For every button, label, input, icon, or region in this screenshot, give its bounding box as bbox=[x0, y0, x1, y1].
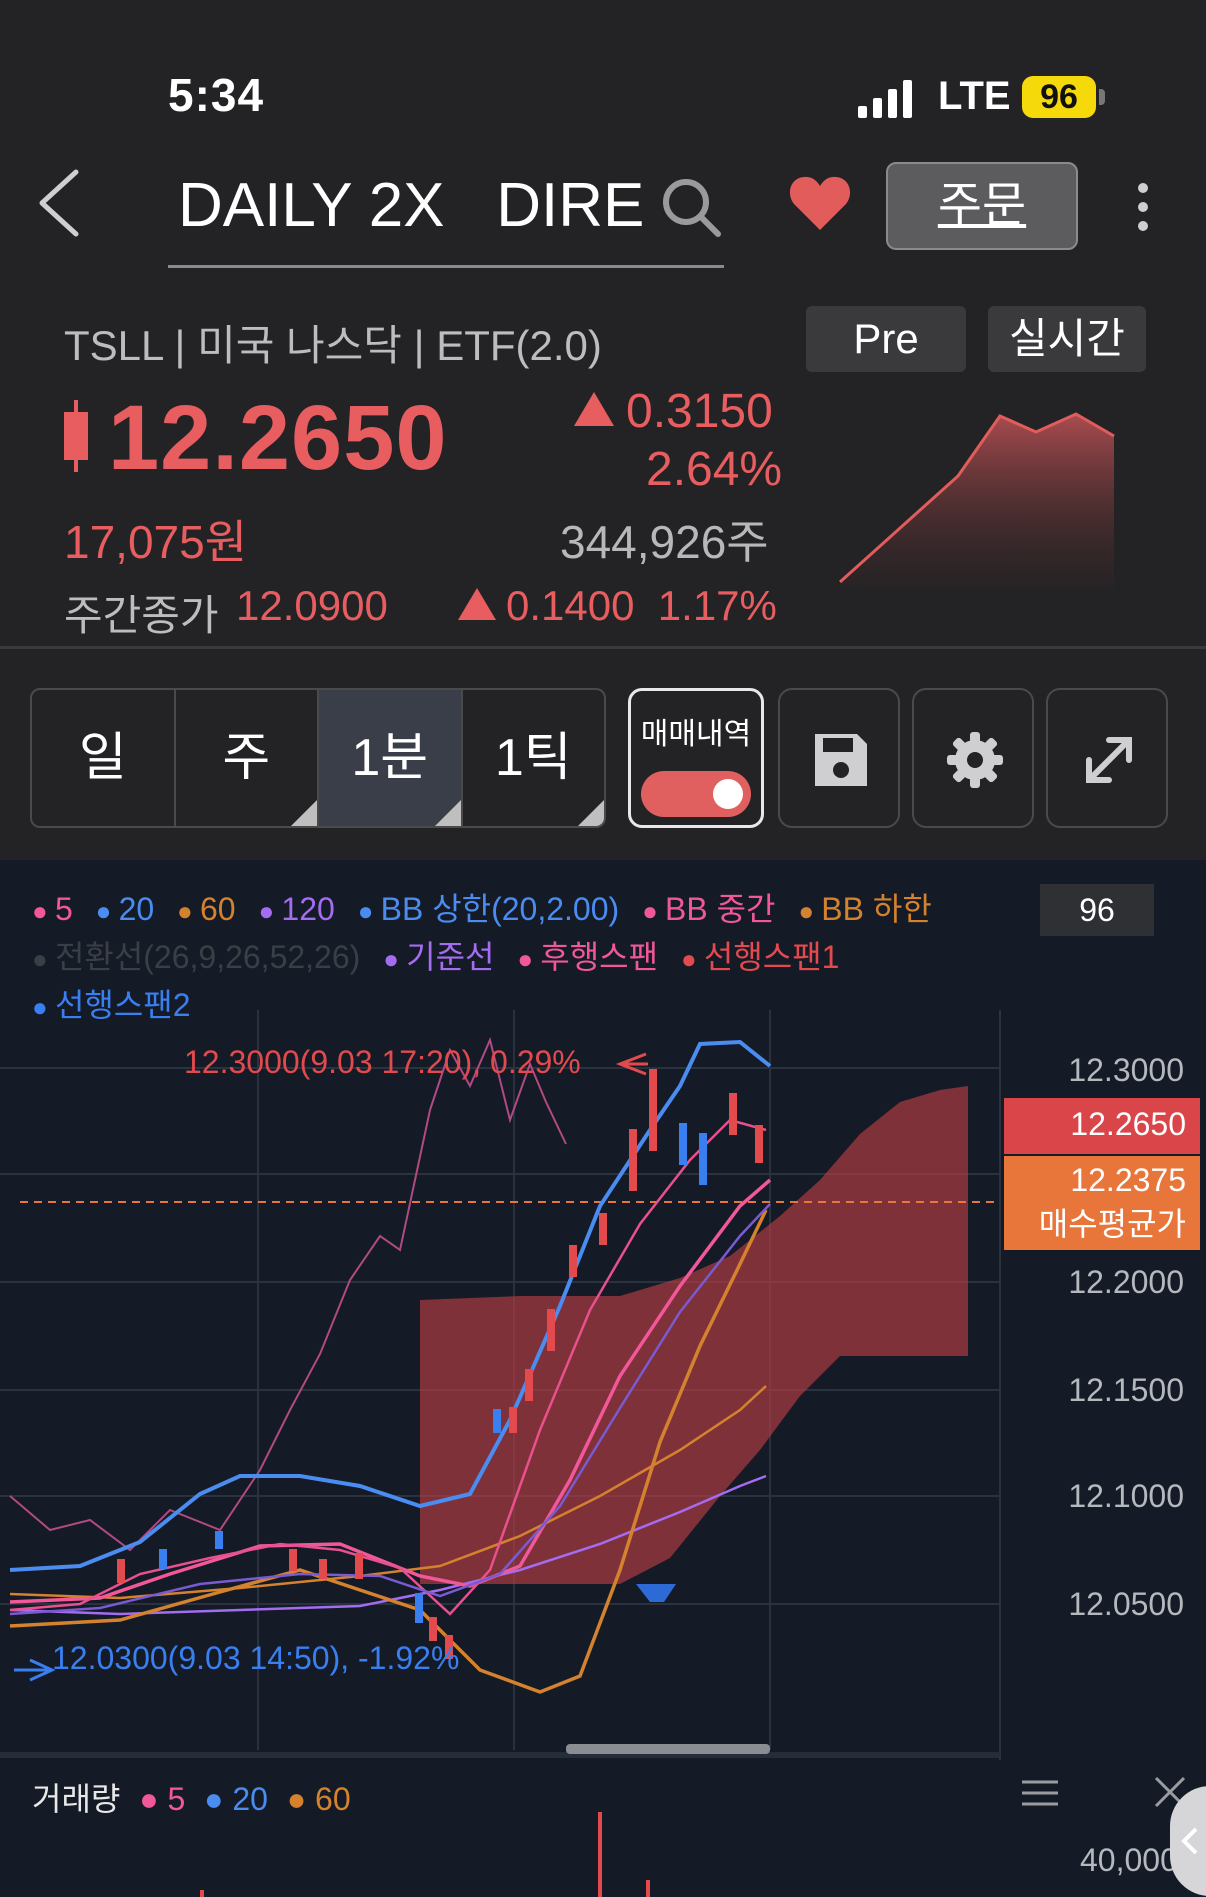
save-button[interactable] bbox=[778, 688, 900, 828]
menu-icon[interactable] bbox=[1020, 1778, 1060, 1808]
toggle-knob bbox=[713, 779, 743, 809]
volume-title: 거래량 bbox=[32, 1781, 121, 1817]
current-price-tag: 12.2650 bbox=[1004, 1098, 1200, 1154]
legend-bb-middle: ● BB 중간 bbox=[642, 891, 776, 927]
candle-icon bbox=[64, 400, 88, 472]
avg-price-tag: 12.2375 매수평균가 bbox=[1004, 1156, 1200, 1250]
toggle-switch[interactable] bbox=[641, 771, 751, 817]
legend-ma5: ● 5 bbox=[32, 891, 73, 927]
period-selector: 일 주 1분 1틱 bbox=[30, 688, 606, 828]
order-button[interactable]: 주문 bbox=[886, 162, 1078, 250]
legend-bb-lower: ● BB 하한 bbox=[798, 891, 932, 927]
up-triangle-icon bbox=[458, 588, 496, 620]
status-time: 5:34 bbox=[168, 69, 265, 121]
period-week[interactable]: 주 bbox=[176, 690, 319, 826]
volume-bars bbox=[200, 1812, 650, 1897]
weekly-close-label: 주간종가 bbox=[64, 592, 219, 639]
price-krw: 17,075원 bbox=[64, 516, 248, 568]
legend-leading1: ● 선행스팬1 bbox=[680, 939, 840, 975]
legend-ma120: ● 120 bbox=[258, 891, 335, 927]
panel-divider[interactable] bbox=[0, 1752, 1000, 1758]
current-price: 12.2650 bbox=[108, 387, 448, 489]
y-axis-label: 12.1000 bbox=[1068, 1478, 1184, 1514]
expand-icon bbox=[1086, 737, 1132, 783]
legend-leading2: ● 선행스팬2 bbox=[32, 987, 191, 1023]
price-change: 0.3150 bbox=[626, 385, 773, 438]
up-triangle-icon bbox=[574, 392, 614, 426]
kebab-icon[interactable] bbox=[1132, 182, 1154, 232]
legend-ma20: ● 20 bbox=[95, 891, 155, 927]
avg-price-value: 12.2375 bbox=[1070, 1162, 1186, 1198]
legend-conversion: ● 전환선(26,9,26,52,26) bbox=[32, 939, 361, 975]
volume-legend: 거래량 ● 5 ● 20 ● 60 bbox=[32, 1781, 351, 1817]
dropdown-corner-icon bbox=[291, 800, 317, 826]
avg-price-label: 매수평균가 bbox=[1038, 1206, 1186, 1242]
battery-icon: 96 bbox=[1022, 76, 1096, 118]
volume-ma5: 5 bbox=[167, 1781, 186, 1817]
stock-title-box[interactable]: DAILY 2X DIRE bbox=[168, 160, 724, 268]
legend-bb-upper: ● BB 상한(20,2.00) bbox=[357, 891, 620, 927]
realtime-button[interactable]: 실시간 bbox=[988, 306, 1146, 372]
period-week-label: 주 bbox=[222, 729, 271, 787]
chevron-left-icon bbox=[1181, 1827, 1198, 1855]
search-icon[interactable] bbox=[660, 176, 724, 240]
trade-history-label: 매매내역 bbox=[640, 718, 752, 751]
side-drawer-handle[interactable] bbox=[1170, 1786, 1206, 1896]
network-label: LTE bbox=[938, 74, 1011, 118]
pre-market-button[interactable]: Pre bbox=[806, 306, 966, 372]
heart-icon[interactable] bbox=[788, 172, 852, 234]
fullscreen-button[interactable] bbox=[1046, 688, 1168, 828]
period-tick[interactable]: 1틱 bbox=[463, 690, 604, 826]
intraday-sparkline bbox=[838, 412, 1115, 588]
chart-scrollbar[interactable] bbox=[566, 1744, 770, 1754]
legend-ma60: ● 60 bbox=[177, 891, 236, 927]
dropdown-corner-icon bbox=[578, 800, 604, 826]
indicator-legend[interactable]: ● 5 ● 20 ● 60 ● 120 ● BB 상한(20,2.00) ● B… bbox=[32, 886, 992, 1030]
stock-title: DAILY 2X DIRE bbox=[178, 171, 645, 240]
candlestick-chart[interactable] bbox=[0, 1010, 1206, 1770]
trading-volume: 344,926주 bbox=[560, 516, 769, 568]
signal-icon bbox=[858, 80, 912, 118]
period-day[interactable]: 일 bbox=[32, 690, 176, 826]
trade-history-toggle[interactable]: 매매내역 bbox=[628, 688, 764, 828]
chevron-left-icon[interactable] bbox=[34, 166, 84, 240]
settings-button[interactable] bbox=[912, 688, 1034, 828]
legend-lagging: ● 후행스팬 bbox=[517, 939, 659, 975]
period-tick-label: 1틱 bbox=[494, 729, 572, 787]
volume-axis-label: 40,000 bbox=[1080, 1842, 1178, 1878]
gear-icon bbox=[947, 732, 1003, 788]
dropdown-corner-icon bbox=[434, 800, 461, 826]
save-icon bbox=[815, 734, 867, 786]
stock-meta: TSLL | 미국 나스닥 | ETF(2.0) bbox=[64, 322, 602, 369]
legend-base: ● 기준선 bbox=[383, 939, 495, 975]
low-annotation: 12.0300(9.03 14:50), -1.92% bbox=[52, 1640, 460, 1676]
weekly-close-value: 12.0900 bbox=[236, 582, 388, 629]
y-axis-label: 12.1500 bbox=[1068, 1372, 1184, 1408]
battery-tip bbox=[1099, 89, 1105, 105]
volume-ma20: 20 bbox=[232, 1781, 268, 1817]
y-axis-label: 12.3000 bbox=[1068, 1052, 1184, 1088]
legend-count-badge[interactable]: 96 bbox=[1040, 884, 1154, 936]
y-axis-label: 12.2000 bbox=[1068, 1264, 1184, 1300]
weekly-change: 0.1400 1.17% bbox=[506, 582, 777, 629]
volume-ma60: 60 bbox=[315, 1781, 351, 1817]
period-minute[interactable]: 1분 bbox=[319, 690, 463, 826]
section-divider bbox=[0, 646, 1206, 649]
high-annotation: 12.3000(9.03 17:20), 0.29% bbox=[184, 1044, 581, 1080]
y-axis-label: 12.0500 bbox=[1068, 1586, 1184, 1622]
price-change-pct: 2.64% bbox=[646, 443, 783, 496]
period-minute-label: 1분 bbox=[351, 729, 429, 787]
